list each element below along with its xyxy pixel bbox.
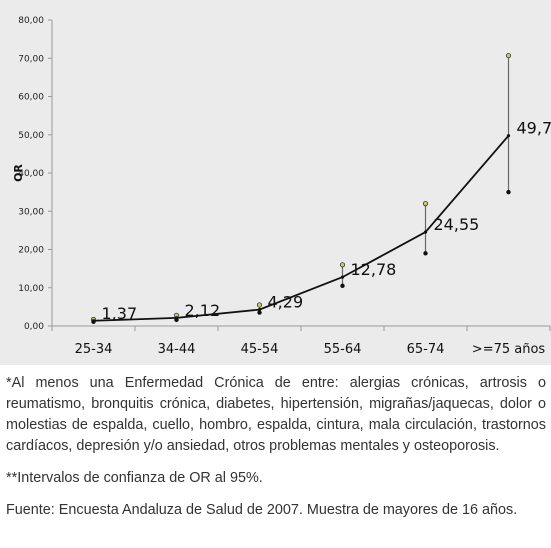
data-point (257, 307, 262, 312)
x-tick-label: 45-54 (241, 342, 279, 357)
data-labels: 1,37 2,12 4,29 12,78 24,55 49,76 (102, 119, 551, 323)
ci-lower-marker (506, 189, 511, 195)
data-label: 49,76 (517, 119, 551, 138)
footnote-confidence-intervals: **Intervalos de confianza de OR al 95%. (6, 470, 263, 486)
x-tick-label: 65-74 (407, 342, 445, 357)
confidence-intervals (90, 52, 512, 324)
ci-upper-marker (422, 201, 429, 207)
series-line-layer (93, 135, 510, 322)
x-tick-label: 34-44 (158, 342, 196, 357)
data-point (174, 316, 179, 320)
ci-upper-marker (339, 262, 346, 268)
series-line (93, 135, 510, 322)
chart-panel: 1,37 2,12 4,29 12,78 24,55 49,76 0,00 10,00 20,… (0, 0, 551, 365)
x-tick-label: 25-34 (75, 342, 113, 357)
data-point (91, 319, 96, 323)
y-tick-label: 80,00 (18, 16, 44, 26)
y-axis-label: OR (12, 164, 25, 182)
tick-labels: 0,00 10,00 20,00 30,00 40,00 50,00 60,00 70,00 8… (12, 16, 545, 357)
y-tick-label: 30,00 (18, 207, 44, 217)
data-point (506, 134, 511, 138)
data-label: 12,78 (351, 260, 397, 279)
y-tick-label: 0,00 (24, 322, 44, 332)
ci-lower-marker (340, 283, 345, 289)
data-label: 2,12 (185, 301, 221, 320)
x-tick-label: >=75 años (472, 342, 546, 357)
y-tick-label: 40,00 (18, 169, 44, 179)
footnote-chronic-disease: *Al menos una Enfermedad Crónica de entr… (6, 375, 546, 454)
data-label: 24,55 (434, 215, 480, 234)
or-line-chart: 1,37 2,12 4,29 12,78 24,55 49,76 0,00 10,00 20,… (12, 16, 551, 357)
source-note: Fuente: Encuesta Andaluza de Salud de 20… (6, 502, 518, 518)
data-point (340, 275, 345, 279)
ci-lower-marker (257, 310, 262, 315)
ci-lower-marker (423, 251, 428, 256)
y-tick-label: 50,00 (18, 131, 44, 141)
y-tick-label: 70,00 (18, 54, 44, 64)
data-label: 4,29 (268, 293, 304, 312)
axes (48, 19, 551, 331)
ci-upper-marker (256, 302, 263, 308)
chart-notes: *Al menos una Enfermedad Crónica de entr… (6, 373, 546, 532)
data-point (423, 230, 428, 234)
ci-upper-marker (505, 52, 512, 59)
y-tick-label: 60,00 (18, 93, 44, 103)
data-label: 1,37 (102, 304, 138, 323)
data-points (91, 134, 511, 323)
x-tick-label: 55-64 (324, 342, 362, 357)
y-tick-label: 20,00 (18, 246, 44, 256)
y-tick-label: 10,00 (18, 284, 44, 294)
